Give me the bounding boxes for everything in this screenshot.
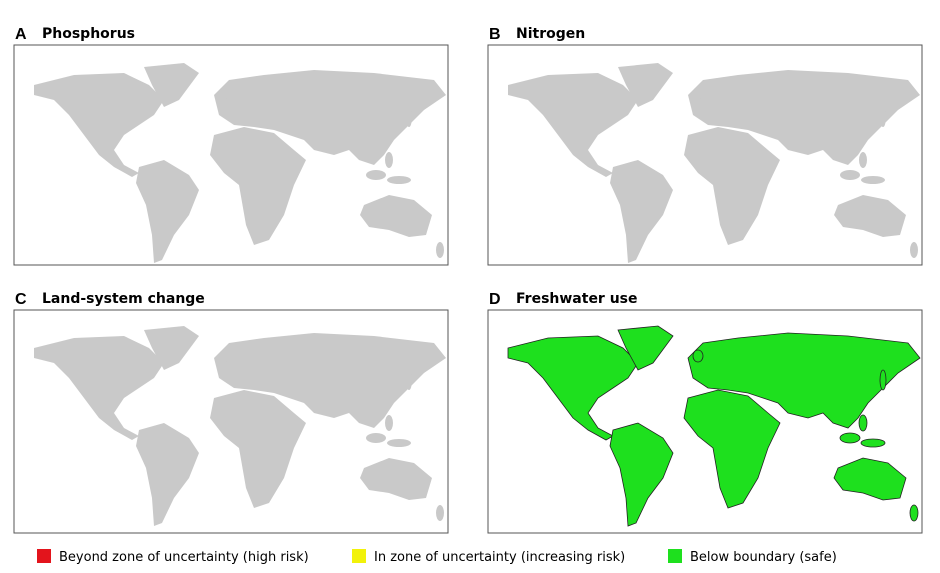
panel-letter: C — [15, 291, 27, 308]
panel-b — [487, 44, 923, 266]
panel-title: Phosphorus — [42, 26, 135, 42]
panel-title: Freshwater use — [516, 291, 638, 307]
legend-swatch — [352, 549, 366, 563]
legend-label: Beyond zone of uncertainty (high risk) — [59, 550, 309, 565]
panel-letter: A — [15, 26, 27, 43]
panel-letter: D — [489, 291, 501, 308]
panel-title: Nitrogen — [516, 26, 585, 42]
panel-c — [13, 309, 449, 534]
panel-a — [13, 44, 449, 266]
legend-label: In zone of uncertainty (increasing risk) — [374, 550, 625, 565]
legend-swatch — [668, 549, 682, 563]
legend-label: Below boundary (safe) — [690, 550, 837, 565]
panel-d — [487, 309, 923, 534]
panel-letter: B — [489, 26, 501, 43]
panel-title: Land-system change — [42, 291, 205, 307]
legend-swatch — [37, 549, 51, 563]
